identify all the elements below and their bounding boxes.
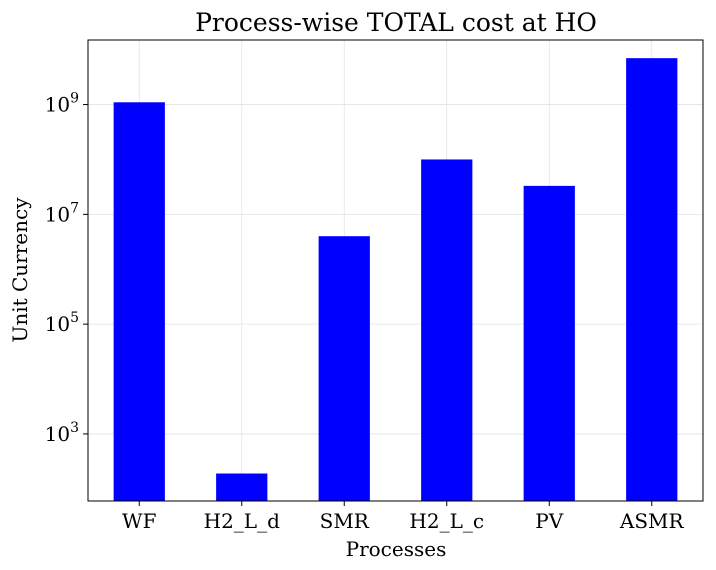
x-ticks: WF H2_L_d SMR H2_L_c PV ASMR xyxy=(122,501,685,533)
x-tick-label: SMR xyxy=(320,509,370,533)
y-ticks: 103 105 107 109 xyxy=(45,91,88,446)
x-tick-label: ASMR xyxy=(619,509,685,533)
x-axis-label: Processes xyxy=(346,537,447,561)
x-tick-label: H2_L_d xyxy=(204,509,280,533)
y-axis-label: Unit Currency xyxy=(8,197,32,343)
x-tick-label: H2_L_c xyxy=(409,509,484,533)
x-tick-label: PV xyxy=(535,509,563,533)
x-tick-label: WF xyxy=(122,509,157,533)
chart-title: Process-wise TOTAL cost at HO xyxy=(195,8,597,37)
grid xyxy=(88,40,703,501)
bar-wf xyxy=(113,102,165,502)
y-tick-label: 105 xyxy=(45,310,79,336)
bar-smr xyxy=(318,236,370,502)
bars xyxy=(113,58,678,502)
y-tick-label: 103 xyxy=(45,420,79,446)
bar-h2-l-d xyxy=(216,473,268,501)
y-tick-label: 107 xyxy=(45,200,79,226)
bar-pv xyxy=(523,185,575,501)
bar-asmr xyxy=(626,58,678,501)
y-tick-label: 109 xyxy=(45,91,79,117)
bar-h2-l-c xyxy=(421,159,473,501)
plot-frame xyxy=(87,39,704,502)
